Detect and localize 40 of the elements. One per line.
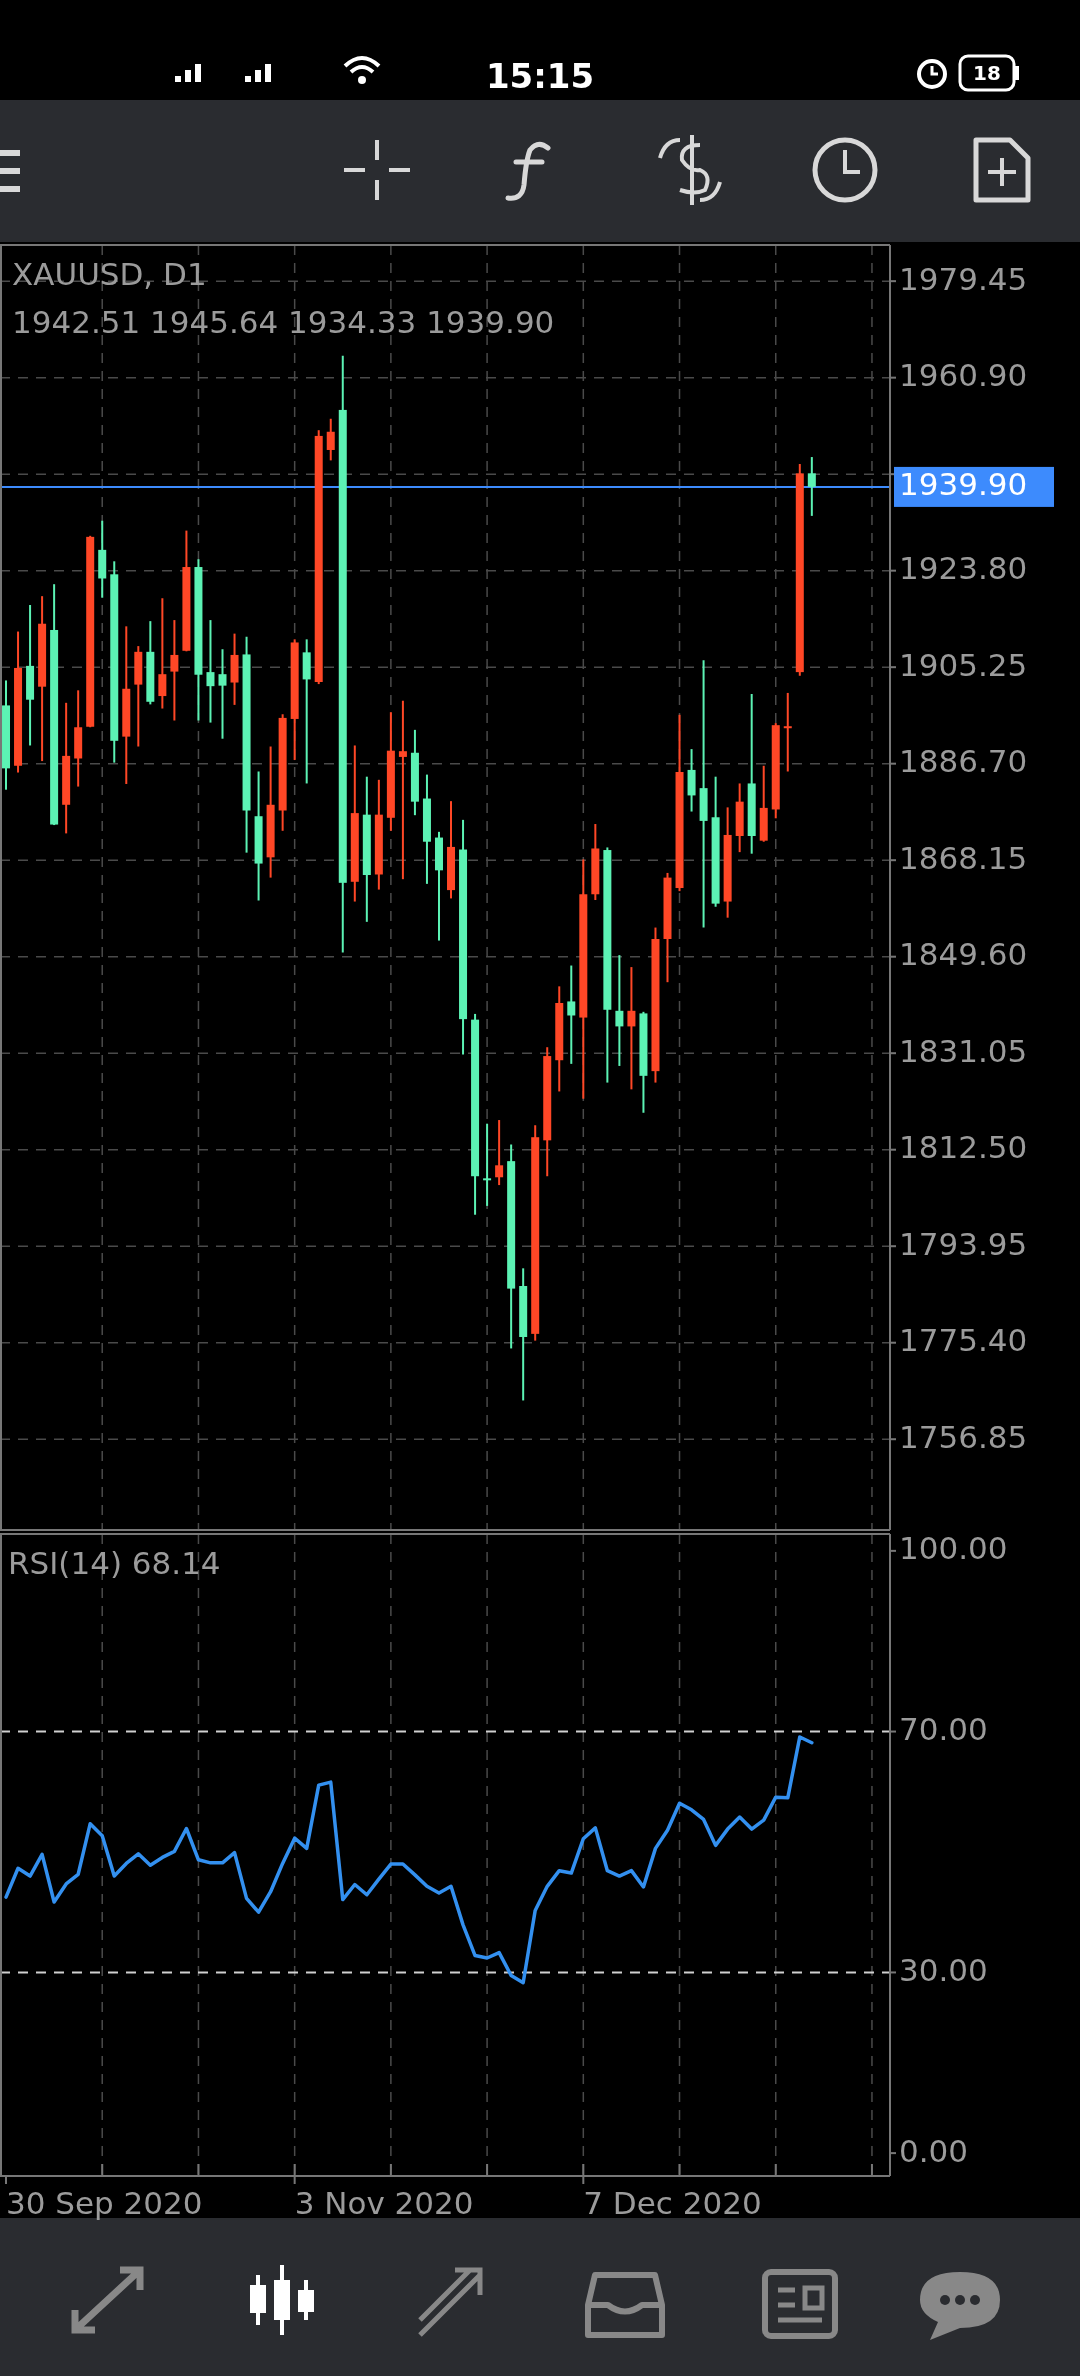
text: 30 Sep 2020 xyxy=(6,2185,203,2221)
text: 7 Dec 2020 xyxy=(583,2185,762,2221)
y-tick-label: 1831.05 xyxy=(899,1032,1028,1069)
candlestick xyxy=(326,417,335,462)
candlestick xyxy=(158,597,167,710)
chart-title: XAUUSD, D1 xyxy=(12,256,207,292)
text: 1942.51 1945.64 1934.33 1939.90 xyxy=(12,304,555,340)
text: 18 xyxy=(973,60,1001,85)
y-tick-label: 1812.50 xyxy=(899,1129,1028,1166)
y-tick-label: 1849.60 xyxy=(899,936,1028,973)
y-tick-label: 1868.15 xyxy=(899,839,1028,876)
candlestick xyxy=(218,648,227,740)
candlestick xyxy=(495,1119,504,1187)
line-series xyxy=(4,1735,814,1985)
y-tick-label: 1793.95 xyxy=(899,1225,1028,1262)
candlestick xyxy=(807,456,816,517)
candlestick xyxy=(783,691,792,773)
y-tick-label: 1775.40 xyxy=(899,1322,1028,1359)
y-tick-label: 1886.70 xyxy=(899,743,1028,780)
text: 15:15 xyxy=(485,55,595,96)
y-tick-label: 1923.80 xyxy=(899,550,1028,587)
y-tick-label: 1979.45 xyxy=(899,260,1028,297)
candlestick xyxy=(398,699,407,881)
candlestick xyxy=(483,1122,492,1207)
y-tick-label: 70.00 xyxy=(899,1711,988,1748)
chart-title: RSI(14) 68.14 xyxy=(8,1545,221,1581)
y-tick-label: 1905.25 xyxy=(899,646,1028,683)
y-tick-label: 0.00 xyxy=(899,2132,969,2169)
candlestick xyxy=(206,619,215,724)
y-tick-label: 30.00 xyxy=(899,1951,988,1988)
y-tick-label: 1756.85 xyxy=(899,1418,1028,1455)
y-tick-label: 1960.90 xyxy=(899,357,1028,394)
candlestick xyxy=(699,659,708,929)
candlestick xyxy=(567,964,576,1065)
candlestick xyxy=(170,619,179,722)
candlestick xyxy=(615,954,624,1067)
candlestick xyxy=(627,966,636,1091)
ref-line-label: 1939.90 xyxy=(899,466,1028,503)
y-tick-label: 100.00 xyxy=(899,1530,1008,1567)
text: 3 Nov 2020 xyxy=(294,2185,474,2221)
